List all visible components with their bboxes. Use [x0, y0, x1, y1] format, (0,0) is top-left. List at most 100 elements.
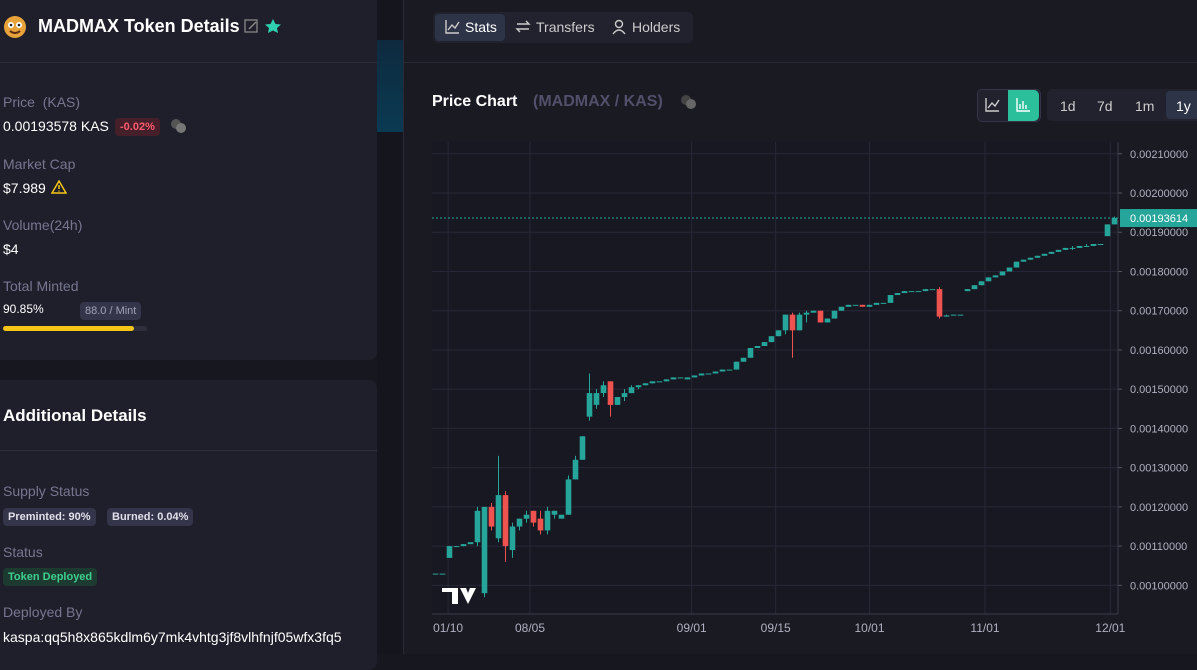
warning-icon	[51, 180, 67, 194]
y-tick-label: 0.00160000	[1130, 345, 1188, 357]
candle-body	[537, 518, 544, 531]
coin-icon	[171, 119, 186, 133]
candle-body	[439, 573, 446, 575]
candle-body	[600, 385, 607, 394]
candle-body	[1041, 253, 1048, 256]
y-tick-label: 0.00100000	[1130, 580, 1188, 592]
candle-body	[509, 526, 516, 551]
plot-area	[432, 142, 1118, 614]
candle-body	[985, 277, 992, 282]
candle-body	[446, 546, 453, 558]
x-tick-label: 01/10	[433, 621, 463, 635]
tab[interactable]: Holders	[632, 19, 681, 35]
candle-body	[1111, 218, 1118, 225]
y-tick-label: 0.00120000	[1130, 502, 1188, 514]
candle-body	[887, 295, 894, 303]
candle-body	[1048, 251, 1055, 254]
range[interactable]: 1m	[1135, 98, 1155, 114]
candle-body	[1076, 245, 1083, 248]
candle-body	[810, 310, 817, 313]
y-tick-label: 0.00130000	[1130, 463, 1188, 475]
candle-body	[831, 310, 838, 319]
candle-body	[698, 373, 705, 376]
y-tick-label: 0.00140000	[1130, 423, 1188, 435]
candle-body	[1034, 255, 1041, 258]
candle-body	[978, 281, 985, 286]
candle-body	[726, 369, 733, 371]
divider	[0, 450, 377, 451]
candle-body	[922, 289, 929, 292]
tab[interactable]: Transfers	[536, 19, 595, 35]
candle-body	[705, 373, 712, 375]
minted-label: Total Minted	[3, 278, 79, 294]
candle-body	[649, 381, 656, 384]
candle-body	[593, 393, 600, 405]
candle-body	[740, 357, 747, 362]
candle-body	[747, 347, 754, 358]
candle-body	[873, 302, 880, 305]
last-price-label: 0.00193614	[1130, 213, 1188, 225]
title-icons	[244, 19, 281, 33]
candle-body	[936, 289, 943, 317]
range[interactable]: 1y	[1176, 98, 1191, 114]
status-pill: Token Deployed	[3, 568, 98, 586]
candle-body	[621, 393, 628, 398]
candle-body	[670, 377, 677, 380]
candle-body	[1090, 244, 1097, 246]
candle-body	[495, 495, 502, 539]
candle-body	[607, 381, 614, 405]
market-cap-label: Market Cap	[3, 156, 76, 172]
candle-body	[1062, 247, 1069, 250]
burned-pill: Burned: 0.04%	[107, 508, 194, 526]
minted: 90.85%	[3, 302, 44, 316]
candle-body	[768, 336, 775, 343]
y-tick-label: 0.00200000	[1130, 188, 1188, 200]
candle-body	[719, 369, 726, 372]
coin-icon	[681, 95, 696, 109]
candle-body	[796, 314, 803, 331]
chart-pair: (MADMAX / KAS)	[533, 93, 663, 110]
y-tick-label: 0.00150000	[1130, 384, 1188, 396]
candle-body	[481, 506, 488, 594]
supply-label: Supply Status	[3, 483, 90, 499]
candle-body	[523, 514, 530, 519]
candle-body	[733, 361, 740, 370]
candle-body	[782, 314, 789, 331]
range[interactable]: 1d	[1060, 98, 1076, 114]
candle-body	[915, 291, 922, 293]
y-tick-label: 0.00210000	[1130, 149, 1188, 161]
x-tick-label: 09/01	[677, 621, 707, 635]
y-tick-label: 0.00170000	[1130, 306, 1188, 318]
status-label: Status	[3, 544, 43, 560]
candle-body	[838, 306, 845, 311]
candle-body	[635, 385, 642, 388]
candle-body	[558, 514, 565, 519]
candle-body	[894, 293, 901, 296]
progress-track	[3, 326, 147, 331]
candle-body	[803, 312, 810, 315]
candle-body	[964, 289, 971, 292]
deployed-address: kaspa:qq5h8x865kdlm6y7mk4vhtg3jf8vlhfnjf…	[3, 629, 342, 645]
candle-body	[453, 546, 460, 548]
tab-icons	[445, 19, 626, 35]
x-tick-label: 08/05	[515, 621, 545, 635]
candle-body	[859, 304, 866, 307]
tab[interactable]: Stats	[465, 19, 497, 35]
preminted-pill: Preminted: 90%	[3, 508, 96, 526]
progress-bar	[3, 326, 134, 331]
candle-body	[817, 310, 824, 323]
price-unit: (KAS)	[42, 94, 81, 110]
candle-body	[460, 544, 467, 547]
candle-body	[943, 315, 950, 317]
candle-body	[1020, 259, 1027, 262]
candle-body	[1083, 245, 1090, 247]
candle-body	[1027, 257, 1034, 260]
candle-body	[656, 381, 663, 383]
y-tick-label: 0.00190000	[1130, 227, 1188, 239]
candle-body	[950, 314, 957, 316]
range[interactable]: 7d	[1097, 98, 1113, 114]
tradingview-logo	[442, 588, 476, 604]
candle-body	[712, 371, 719, 374]
candle-body	[691, 375, 698, 378]
last-price-box	[1120, 209, 1197, 228]
